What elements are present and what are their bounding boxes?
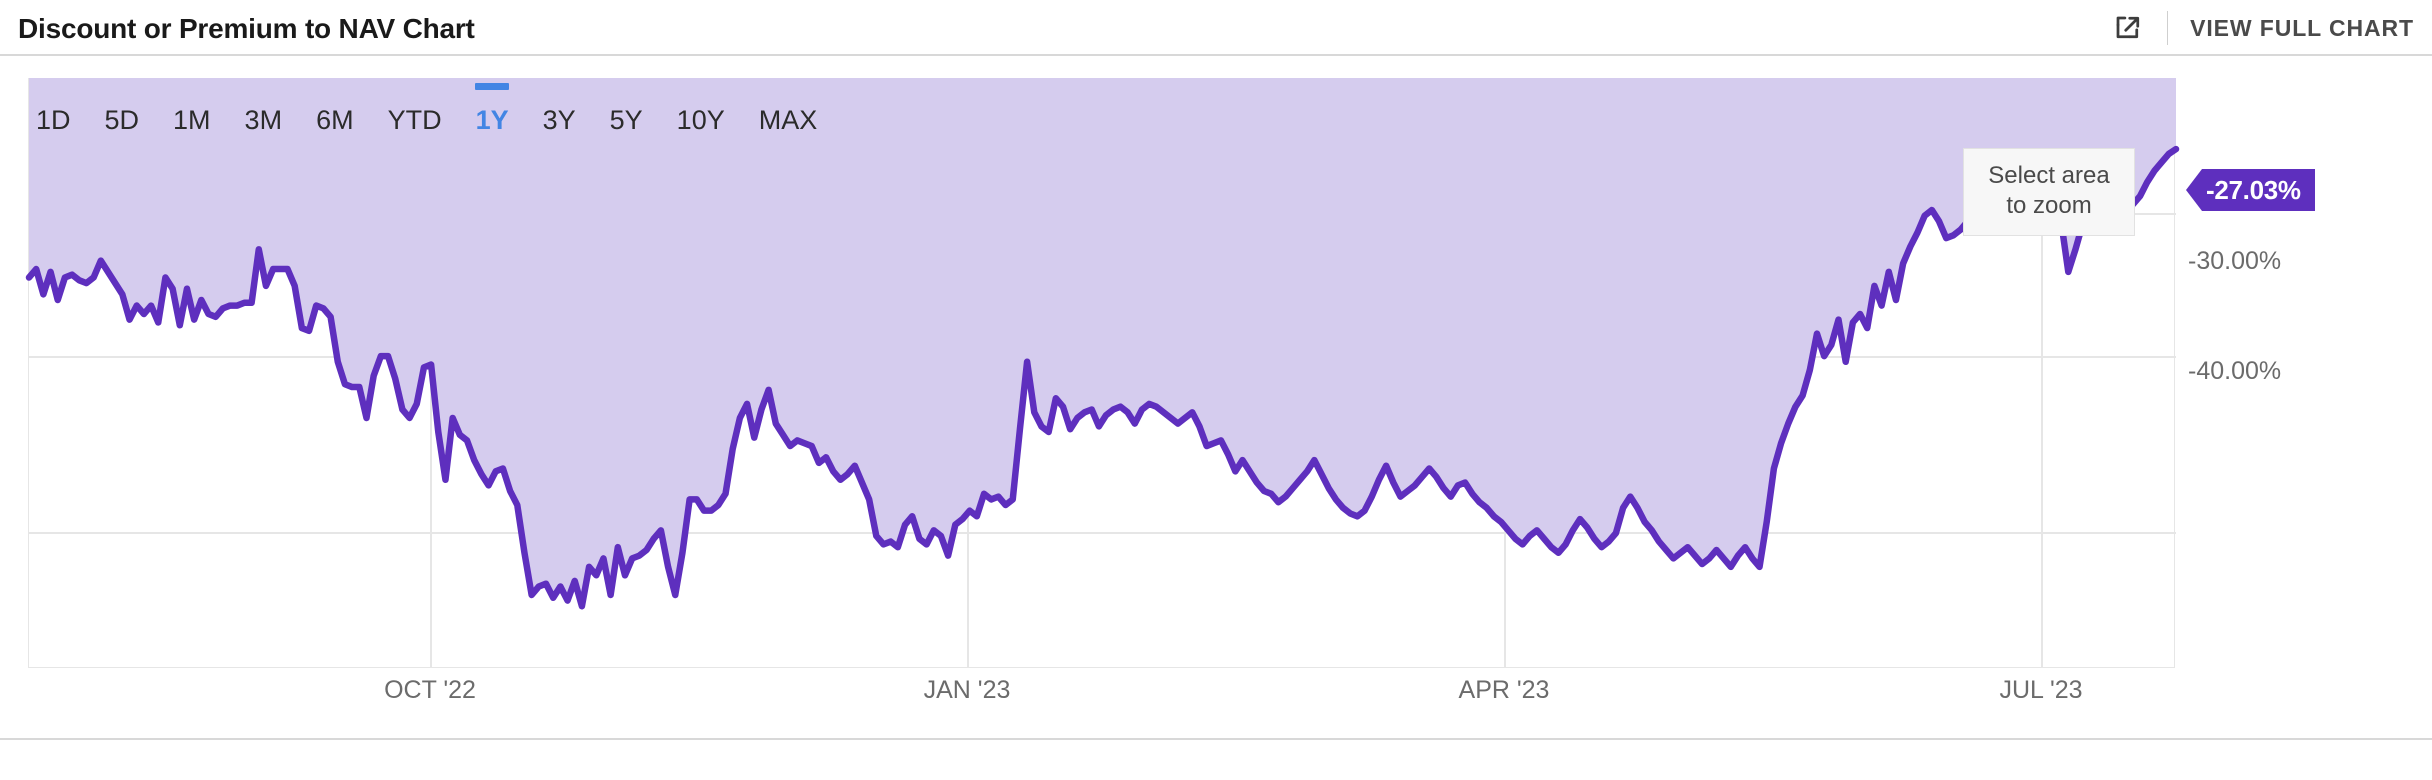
y-axis-tick-30: -30.00% bbox=[2188, 247, 2282, 275]
nav-discount-area-chart bbox=[25, 78, 2180, 668]
header-divider bbox=[2167, 11, 2169, 45]
range-button-1y[interactable]: 1Y bbox=[476, 107, 509, 144]
widget-header: Discount or Premium to NAV Chart VIEW FU… bbox=[0, 0, 2432, 56]
external-link-icon[interactable] bbox=[2105, 5, 2151, 51]
range-button-3m[interactable]: 3M bbox=[245, 107, 283, 144]
range-button-5y[interactable]: 5Y bbox=[610, 107, 643, 144]
plot-region[interactable] bbox=[25, 78, 2180, 668]
header-actions: VIEW FULL CHART bbox=[2105, 0, 2418, 56]
chart-area: 1D 5D 1M 3M 6M YTD 1Y 3Y 5Y 10Y MAX Sele… bbox=[0, 56, 2432, 738]
current-value-label: -27.03% bbox=[2202, 169, 2315, 211]
zoom-hint-line-1: Select area bbox=[1988, 162, 2110, 189]
x-axis-tick-jan23: JAN '23 bbox=[923, 676, 1011, 704]
range-button-1d[interactable]: 1D bbox=[36, 107, 71, 144]
series-line bbox=[25, 145, 2180, 610]
view-full-chart-button[interactable]: VIEW FULL CHART bbox=[2190, 14, 2414, 41]
range-button-5d[interactable]: 5D bbox=[105, 107, 140, 144]
x-axis-tick-apr23: APR '23 bbox=[1458, 676, 1550, 704]
range-button-6m[interactable]: 6M bbox=[316, 107, 354, 144]
page-title: Discount or Premium to NAV Chart bbox=[18, 13, 475, 44]
footer-divider bbox=[0, 738, 2432, 740]
range-selector[interactable]: 1D 5D 1M 3M 6M YTD 1Y 3Y 5Y 10Y MAX bbox=[28, 78, 851, 144]
x-axis-tick-jul23: JUL '23 bbox=[1999, 676, 2083, 704]
range-button-ytd[interactable]: YTD bbox=[388, 107, 442, 144]
zoom-hint-line-2: to zoom bbox=[2006, 192, 2092, 219]
area-fill bbox=[29, 78, 2176, 607]
y-axis-tick-40: -40.00% bbox=[2188, 357, 2282, 385]
x-axis-tick-oct22: OCT '22 bbox=[384, 676, 476, 704]
range-button-3y[interactable]: 3Y bbox=[543, 107, 576, 144]
range-button-max[interactable]: MAX bbox=[759, 107, 818, 144]
range-button-1m[interactable]: 1M bbox=[173, 107, 211, 144]
range-button-10y[interactable]: 10Y bbox=[677, 107, 725, 144]
badge-pointer-icon bbox=[2186, 169, 2202, 211]
current-value-badge: -27.03% bbox=[2186, 169, 2315, 211]
zoom-hint-tooltip: Select area to zoom bbox=[1963, 148, 2135, 236]
